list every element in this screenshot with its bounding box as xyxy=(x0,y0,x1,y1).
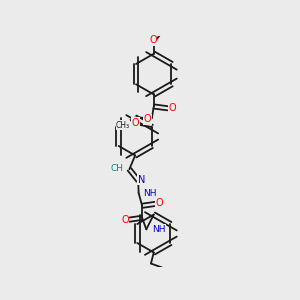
Text: O: O xyxy=(168,103,176,113)
Text: O: O xyxy=(121,215,129,225)
Text: O: O xyxy=(132,118,139,128)
Text: CH₃: CH₃ xyxy=(116,121,130,130)
Text: NH: NH xyxy=(143,189,157,198)
Text: N: N xyxy=(138,175,145,185)
Text: O: O xyxy=(155,199,163,208)
Text: CH: CH xyxy=(110,164,124,173)
Text: O: O xyxy=(143,114,151,124)
Text: O: O xyxy=(149,35,157,45)
Text: NH: NH xyxy=(152,225,166,234)
